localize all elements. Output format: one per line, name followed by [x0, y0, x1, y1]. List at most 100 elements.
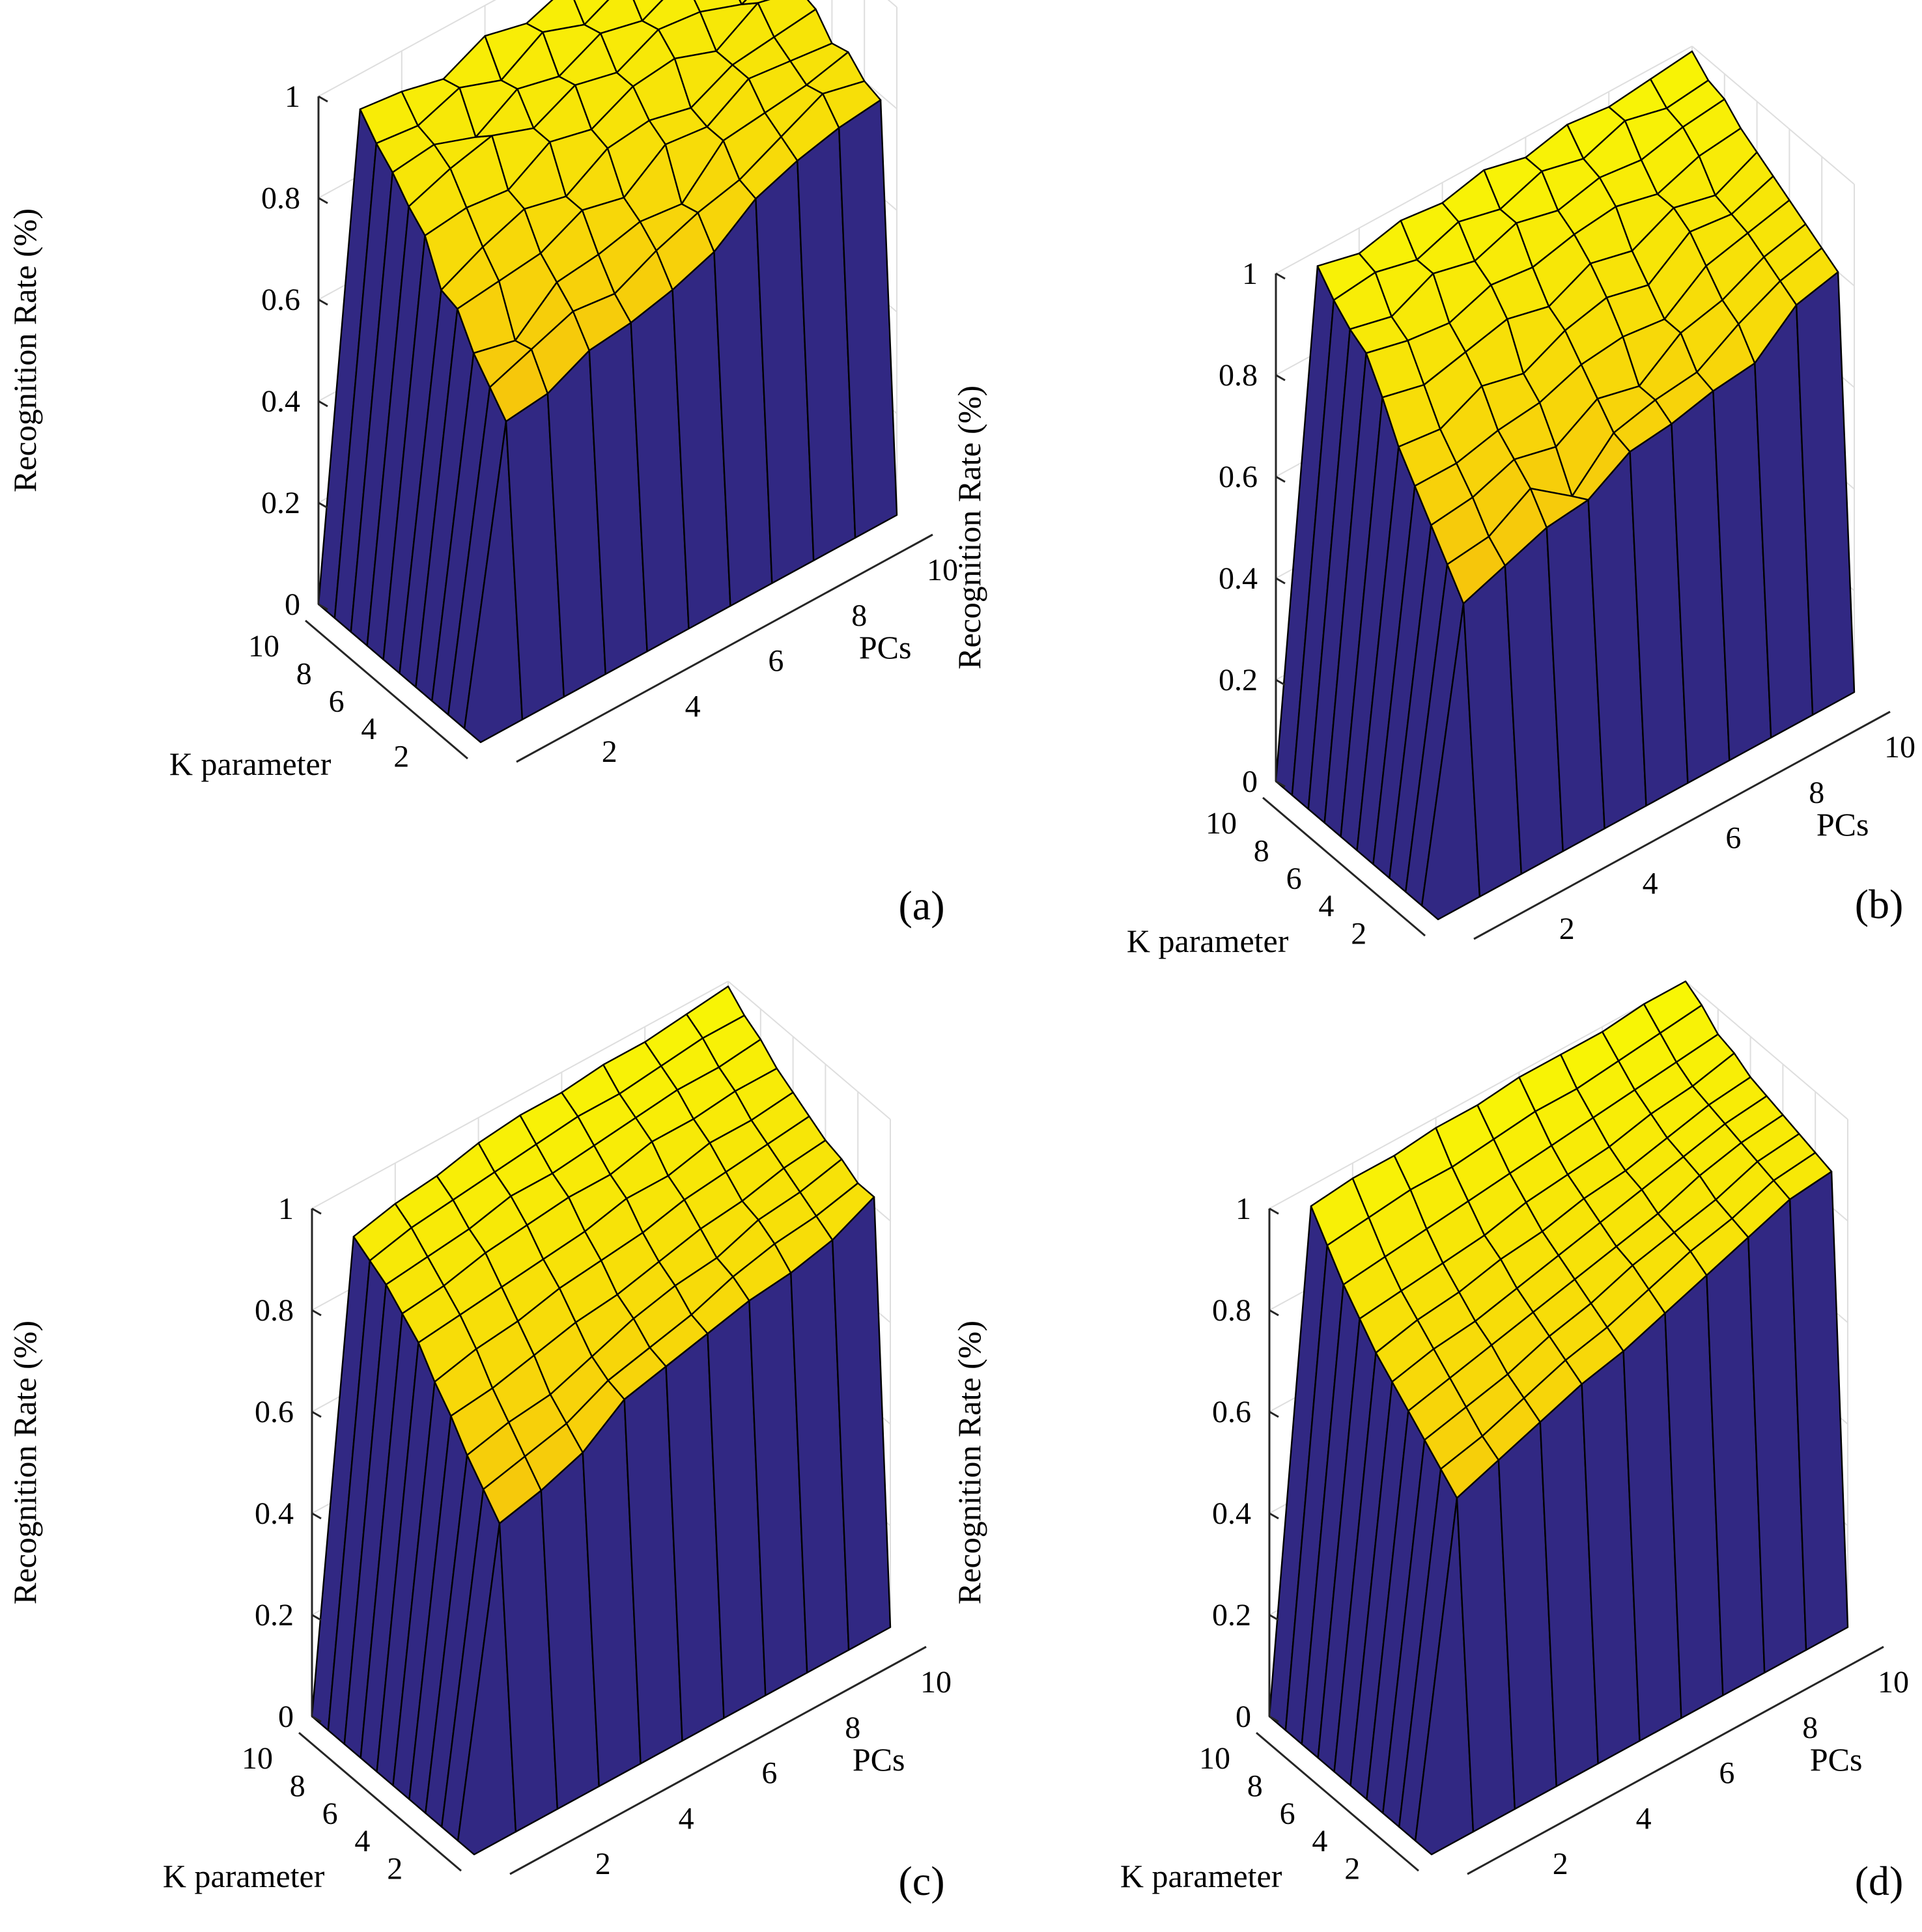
x-tick-label: 2: [595, 1847, 611, 1881]
z-tick: [1269, 1410, 1279, 1418]
z-tick: [1269, 1309, 1279, 1317]
y-axis-title: K parameter: [1127, 923, 1289, 959]
z-tick-label: 0.8: [1212, 1293, 1251, 1328]
surface: [1275, 50, 1856, 921]
x-tick-label: 8: [1809, 776, 1824, 810]
panel-label: (c): [898, 1858, 944, 1904]
wall-face: [1795, 271, 1856, 716]
x-axis-line: [509, 1645, 927, 1875]
axes: [1256, 1209, 1884, 1875]
grid-line: [318, 0, 497, 97]
z-axis-title: Recognition Rate (%): [951, 1321, 987, 1604]
surface-patch: [573, 0, 610, 25]
surface-patch: [632, 0, 664, 22]
y-tick-label: 2: [1344, 1852, 1360, 1886]
surface-patch: [741, 0, 770, 5]
z-axis-title: Recognition Rate (%): [7, 1321, 43, 1604]
x-axis-title: PCs: [859, 629, 912, 665]
wall-face: [1788, 1170, 1849, 1651]
y-tick-label: 6: [1286, 861, 1302, 896]
z-tick-label: 0.4: [1219, 561, 1258, 596]
x-tick-label: 10: [927, 553, 958, 587]
x-tick-label: 10: [1878, 1665, 1909, 1700]
z-tick-label: 0.2: [1212, 1598, 1251, 1632]
y-tick-label: 2: [1351, 917, 1366, 951]
z-tick: [318, 400, 328, 408]
y-tick-label: 6: [329, 684, 345, 719]
x-tick-label: 2: [1553, 1847, 1568, 1881]
z-tick-label: 0.2: [1219, 663, 1258, 697]
y-axis-line: [1256, 1731, 1419, 1872]
z-tick: [311, 1512, 322, 1520]
y-tick-label: 6: [1280, 1797, 1295, 1831]
y-tick-label: 8: [1254, 833, 1269, 868]
x-axis-line: [516, 533, 933, 763]
y-axis-line: [1262, 796, 1426, 937]
y-axis-line: [298, 1731, 462, 1872]
surface: [317, 0, 898, 744]
x-tick-label: 8: [845, 1711, 860, 1745]
y-tick-label: 8: [1247, 1769, 1263, 1803]
x-axis-line: [1467, 1645, 1884, 1875]
z-tick-label: 0.4: [1212, 1496, 1251, 1531]
y-tick-label: 10: [248, 629, 279, 664]
y-axis-title: K parameter: [163, 1858, 325, 1894]
y-tick-label: 10: [1206, 806, 1237, 841]
z-tick: [1275, 577, 1286, 585]
z-tick: [1269, 1512, 1279, 1520]
y-tick-label: 8: [296, 656, 312, 691]
y-tick-label: 2: [387, 1852, 403, 1886]
z-axis-title: Recognition Rate (%): [7, 208, 43, 492]
z-axis-title: Recognition Rate (%): [951, 385, 987, 669]
z-tick-label: 0.8: [255, 1293, 294, 1328]
axes: [1262, 273, 1891, 940]
surface: [311, 985, 892, 1856]
z-tick: [1275, 679, 1286, 686]
y-tick-label: 10: [1199, 1741, 1230, 1776]
z-tick-label: 0.6: [1219, 460, 1258, 494]
z-tick: [1275, 780, 1286, 788]
grid-line: [1269, 981, 1686, 1209]
axes: [298, 1209, 927, 1875]
x-axis-title: PCs: [1810, 1741, 1863, 1778]
x-tick-label: 6: [768, 644, 784, 679]
y-tick-label: 4: [354, 1824, 370, 1858]
x-tick-label: 8: [851, 598, 867, 633]
x-tick-label: 2: [602, 735, 617, 769]
z-tick-label: 0: [1236, 1700, 1251, 1734]
axes: [305, 96, 933, 763]
z-tick: [1269, 1207, 1279, 1215]
z-tick: [311, 1410, 322, 1418]
grid-line: [1691, 46, 1855, 185]
y-tick-label: 6: [322, 1797, 338, 1831]
z-tick: [1275, 272, 1286, 280]
z-tick-label: 1: [285, 79, 300, 114]
z-tick-label: 0.8: [261, 181, 300, 216]
x-axis-title: PCs: [853, 1741, 905, 1778]
x-tick-label: 10: [1884, 730, 1915, 764]
z-tick-label: 0.6: [255, 1395, 294, 1429]
y-axis-line: [305, 619, 468, 760]
z-tick-label: 1: [1242, 257, 1258, 291]
panel-label: (d): [1855, 1858, 1904, 1904]
z-tick: [318, 197, 328, 204]
y-tick-label: 4: [1318, 889, 1334, 923]
panel-label: (b): [1855, 881, 1904, 927]
z-tick: [311, 1715, 322, 1723]
y-tick-label: 4: [1312, 1824, 1327, 1858]
z-tick: [318, 95, 328, 103]
z-tick: [311, 1309, 322, 1317]
x-tick-label: 4: [1636, 1801, 1652, 1836]
z-tick: [318, 603, 328, 611]
z-tick: [318, 501, 328, 509]
z-tick-label: 0.6: [1212, 1395, 1251, 1429]
y-axis-title: K parameter: [1120, 1858, 1282, 1894]
y-tick-label: 8: [290, 1769, 305, 1803]
z-tick-label: 0: [285, 587, 300, 622]
